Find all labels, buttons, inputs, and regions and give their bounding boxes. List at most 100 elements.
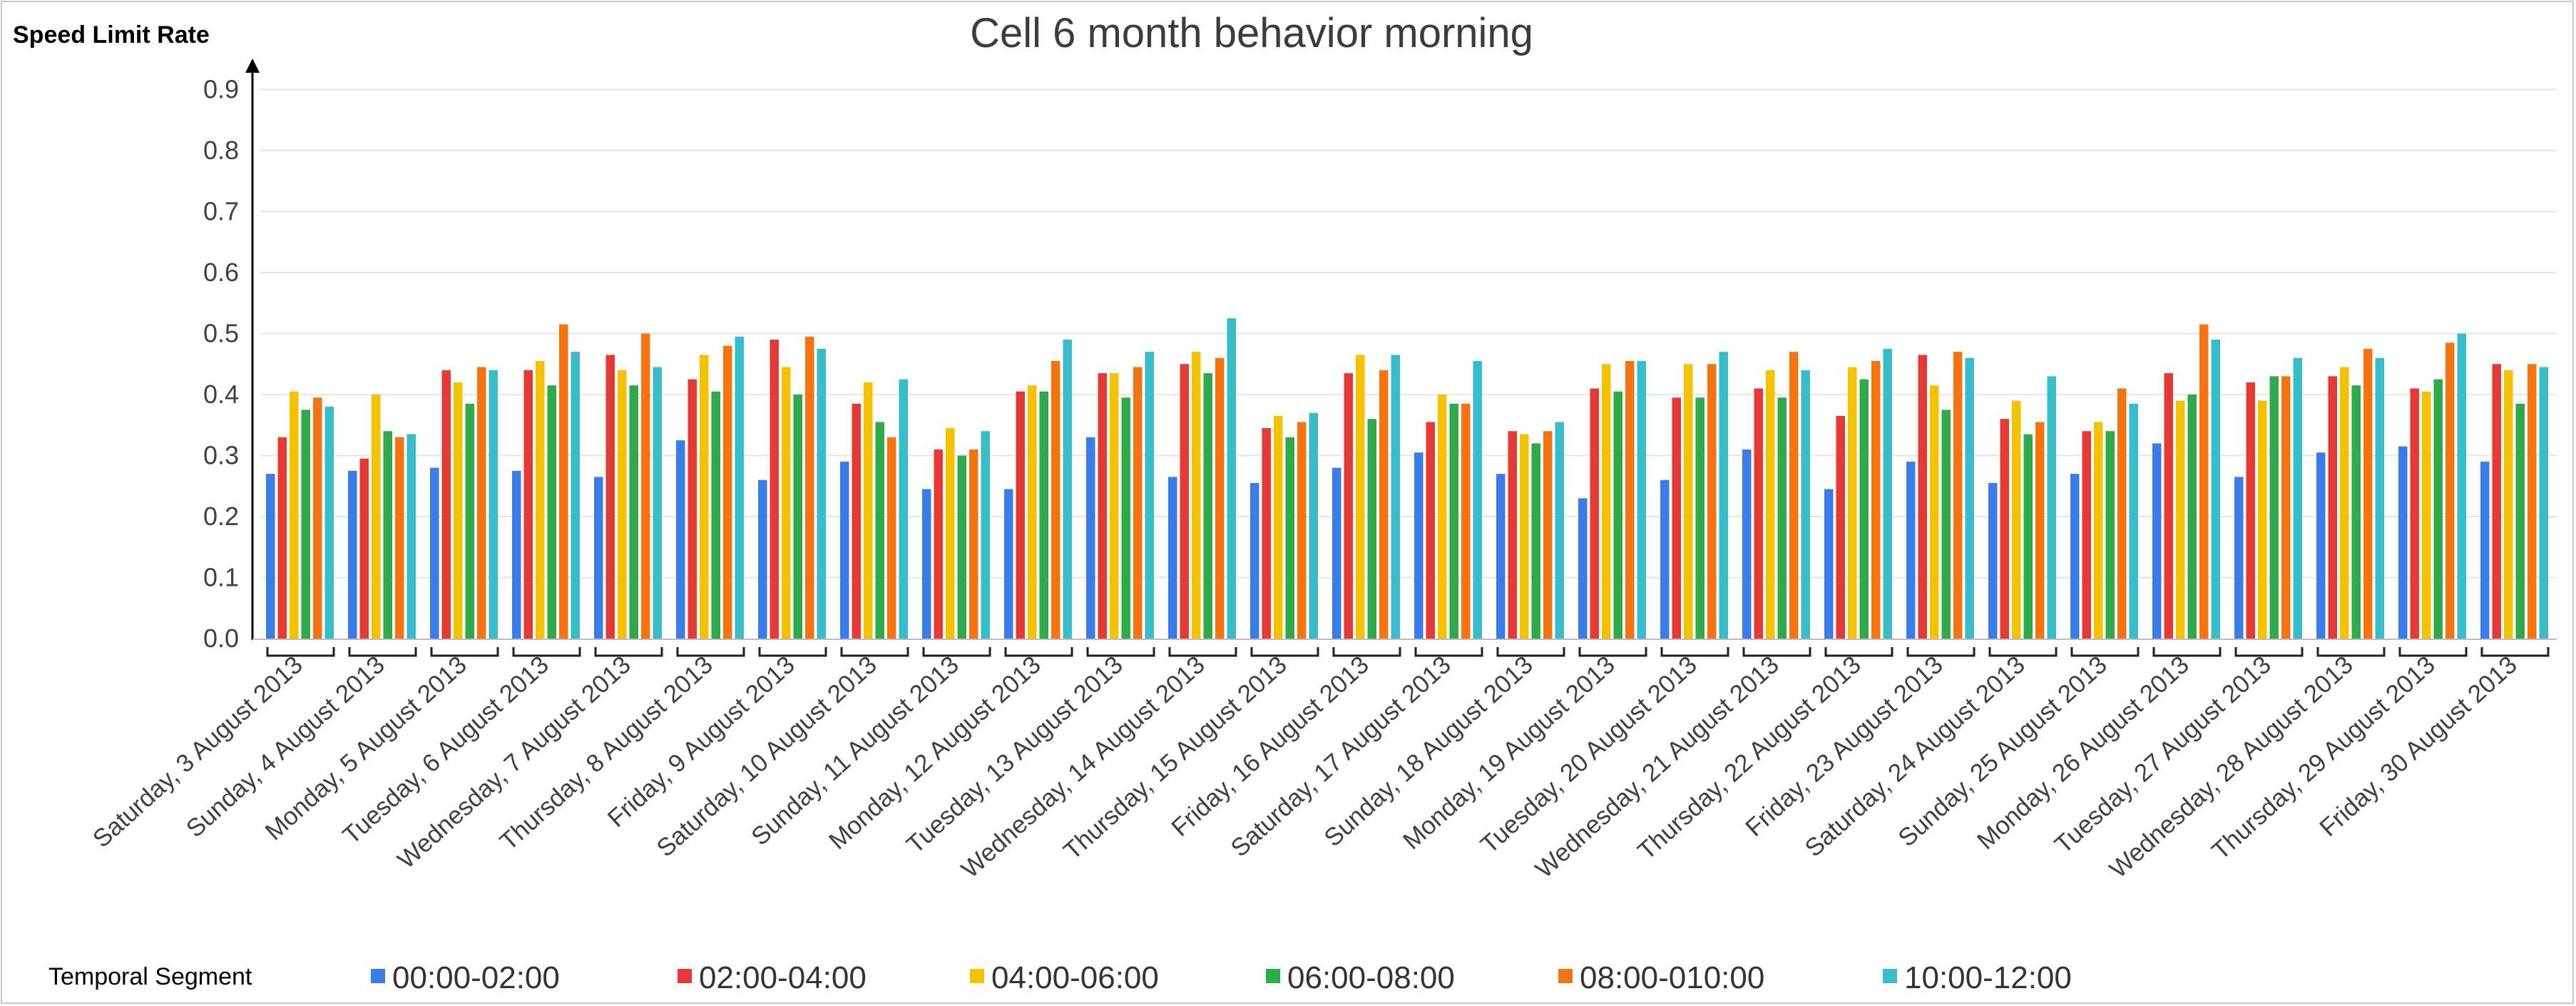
bar xyxy=(653,367,662,639)
bar xyxy=(723,345,732,639)
category-bracket xyxy=(348,647,417,657)
bar xyxy=(2035,422,2045,639)
bar xyxy=(1695,397,1704,639)
bar xyxy=(395,437,404,639)
bar xyxy=(1637,360,1646,639)
bar xyxy=(1192,352,1201,639)
y-tick-label: 0.6 xyxy=(203,258,239,287)
category-bracket xyxy=(2070,647,2140,657)
bar xyxy=(1344,373,1353,639)
bar xyxy=(2094,422,2103,639)
bar xyxy=(277,437,287,639)
category-bracket xyxy=(1414,647,1483,657)
y-tick-label: 0.9 xyxy=(203,75,239,104)
y-tick-label: 0.3 xyxy=(203,441,239,470)
bar xyxy=(629,385,638,639)
category-bracket xyxy=(1742,647,1811,657)
bar xyxy=(1379,370,1389,639)
bar xyxy=(618,370,627,639)
bar xyxy=(2082,431,2091,639)
bar xyxy=(1063,340,1072,639)
bar xyxy=(2340,367,2349,639)
bar xyxy=(981,431,990,639)
category-bracket xyxy=(2234,647,2304,657)
bar xyxy=(793,395,802,639)
legend-swatch xyxy=(678,969,692,983)
legend-entry-label: 08:00-010:00 xyxy=(1580,960,1764,995)
bar xyxy=(1742,449,1752,639)
bar xyxy=(2129,403,2138,639)
bar xyxy=(922,489,931,639)
bar xyxy=(1707,364,1717,639)
bar xyxy=(1203,373,1212,639)
bar xyxy=(1145,352,1154,639)
bar xyxy=(1508,431,1517,639)
bar xyxy=(2480,462,2490,639)
bar xyxy=(1918,355,1927,639)
bar xyxy=(1766,370,1775,639)
bar xyxy=(605,355,615,639)
bar xyxy=(1309,412,1318,639)
category-bracket xyxy=(1496,647,1565,657)
bar xyxy=(1496,474,1506,639)
legend-swatch xyxy=(970,969,984,983)
category-bracket xyxy=(1906,647,1976,657)
bar xyxy=(1531,443,1540,639)
bar xyxy=(1660,479,1670,639)
bar xyxy=(313,397,322,639)
bar xyxy=(2492,364,2501,639)
legend: Temporal Segment 00:00-02:00 02:00-04:00 0… xyxy=(48,960,2072,995)
y-tick-label: 0.5 xyxy=(203,319,239,348)
bar xyxy=(1836,415,1845,639)
category-bracket xyxy=(1004,647,1073,657)
bar xyxy=(957,455,966,639)
legend-swatch xyxy=(1558,969,1573,983)
bars xyxy=(266,318,2548,639)
bar xyxy=(1602,364,1611,639)
bar xyxy=(2246,382,2255,639)
bar xyxy=(1262,428,1271,639)
bar xyxy=(2199,324,2209,639)
category-bracket xyxy=(2480,647,2550,657)
bar xyxy=(348,470,357,639)
bar xyxy=(2023,434,2033,639)
category-bracket xyxy=(1168,647,1237,657)
bar xyxy=(1848,367,1857,639)
bar xyxy=(2422,391,2431,639)
bar xyxy=(805,336,814,639)
bar xyxy=(1789,352,1799,639)
bar xyxy=(2105,431,2115,639)
bar xyxy=(1824,489,1834,639)
y-axis-ticks: 0.0 0.1 0.2 0.3 0.4 0.5 0.6 0.7 0.8 0.9 xyxy=(203,75,239,654)
bar xyxy=(1086,437,1095,639)
bar xyxy=(2012,400,2021,639)
bar xyxy=(2258,400,2267,639)
bar xyxy=(1871,360,1881,639)
bar xyxy=(266,474,275,639)
bar xyxy=(594,477,603,639)
y-tick-label: 0.4 xyxy=(203,380,239,409)
bar xyxy=(1285,437,1294,639)
bar xyxy=(2164,373,2173,639)
bar xyxy=(1719,352,1728,639)
bar xyxy=(688,379,697,639)
bar xyxy=(1684,364,1693,639)
bar xyxy=(934,449,943,639)
category-bracket xyxy=(922,647,991,657)
chart-title: Cell 6 month behavior morning xyxy=(970,10,1533,56)
legend-title: Temporal Segment xyxy=(48,963,252,990)
y-tick-label: 0.7 xyxy=(203,197,239,226)
axes xyxy=(245,59,2557,640)
bar xyxy=(1391,355,1400,639)
bar xyxy=(969,449,978,639)
bar xyxy=(1906,462,1916,639)
bar xyxy=(1133,367,1143,639)
bar xyxy=(770,340,779,639)
legend-entry-label: 10:00-12:00 xyxy=(1904,960,2072,995)
legend-entry-label: 06:00-08:00 xyxy=(1287,960,1455,995)
bar xyxy=(887,437,896,639)
legend-entry-label: 02:00-04:00 xyxy=(699,960,867,995)
bar xyxy=(1016,391,1025,639)
